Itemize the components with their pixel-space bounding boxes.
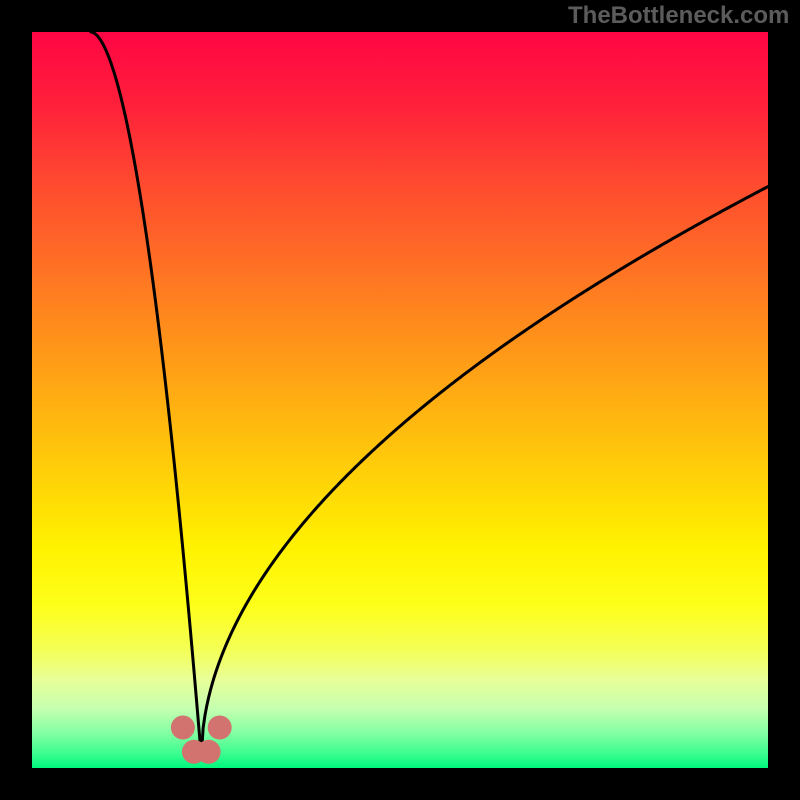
chart-background (32, 32, 768, 768)
optimal-marker (171, 716, 195, 740)
bottleneck-chart (0, 0, 800, 800)
optimal-marker (197, 740, 221, 764)
optimal-marker (208, 716, 232, 740)
watermark-text: TheBottleneck.com (568, 2, 789, 30)
